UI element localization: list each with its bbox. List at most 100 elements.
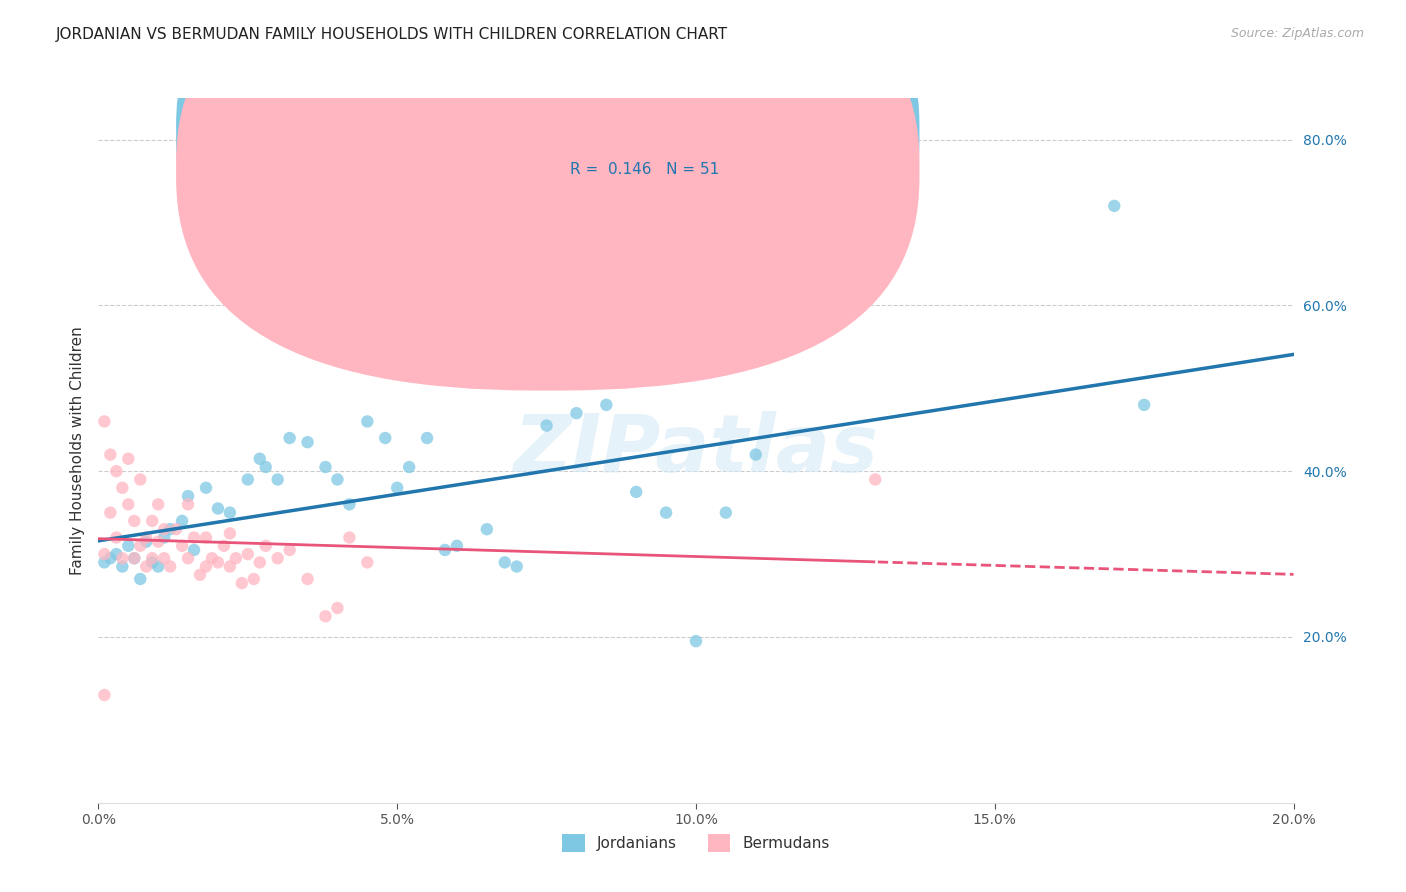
Point <box>494 555 516 569</box>
Point <box>195 559 218 574</box>
Point <box>207 501 229 516</box>
Point <box>165 522 187 536</box>
Point <box>177 551 200 566</box>
Point <box>506 559 529 574</box>
Point <box>374 431 396 445</box>
Point <box>297 435 319 450</box>
Point <box>398 460 420 475</box>
Point <box>267 473 290 487</box>
Point <box>124 514 146 528</box>
Point <box>141 551 163 566</box>
Point <box>153 531 176 545</box>
Point <box>148 534 170 549</box>
Point <box>135 534 157 549</box>
Point <box>172 514 194 528</box>
Point <box>93 414 115 428</box>
FancyBboxPatch shape <box>517 112 810 194</box>
Point <box>219 526 242 541</box>
Point <box>124 551 146 566</box>
Point <box>339 497 361 511</box>
Point <box>225 551 247 566</box>
Point <box>93 688 115 702</box>
Point <box>195 481 218 495</box>
Point <box>249 555 271 569</box>
Point <box>254 460 277 475</box>
Point <box>865 473 887 487</box>
Point <box>326 473 349 487</box>
Point <box>1104 199 1126 213</box>
Point <box>267 551 290 566</box>
Point <box>111 481 134 495</box>
Point <box>1133 398 1156 412</box>
Point <box>446 539 468 553</box>
Point <box>183 543 205 558</box>
Point <box>129 572 152 586</box>
Point <box>159 522 181 536</box>
Point <box>745 448 768 462</box>
Point <box>135 531 157 545</box>
Point <box>129 539 152 553</box>
Point <box>98 448 122 462</box>
Point <box>565 406 588 420</box>
Point <box>339 531 361 545</box>
Point <box>626 484 648 499</box>
Point <box>254 539 277 553</box>
Point <box>236 547 259 561</box>
Point <box>135 559 157 574</box>
Point <box>93 547 115 561</box>
Point <box>236 473 259 487</box>
Point <box>655 506 678 520</box>
Point <box>98 506 122 520</box>
Point <box>195 531 218 545</box>
Point <box>249 451 271 466</box>
Point <box>201 551 224 566</box>
Point <box>105 464 128 478</box>
Point <box>124 551 146 566</box>
Point <box>315 460 337 475</box>
Point <box>129 473 152 487</box>
Text: R =  0.146   N = 51: R = 0.146 N = 51 <box>571 161 720 177</box>
Point <box>416 431 439 445</box>
Point <box>188 567 211 582</box>
Y-axis label: Family Households with Children: Family Households with Children <box>69 326 84 574</box>
Point <box>434 543 457 558</box>
Point <box>148 559 170 574</box>
Point <box>177 489 200 503</box>
Point <box>356 555 378 569</box>
FancyBboxPatch shape <box>176 0 920 391</box>
Point <box>326 601 349 615</box>
Point <box>141 514 163 528</box>
Point <box>153 551 176 566</box>
Point <box>231 576 253 591</box>
Point <box>297 572 319 586</box>
Text: ZIPatlas: ZIPatlas <box>513 411 879 490</box>
Text: JORDANIAN VS BERMUDAN FAMILY HOUSEHOLDS WITH CHILDREN CORRELATION CHART: JORDANIAN VS BERMUDAN FAMILY HOUSEHOLDS … <box>56 27 728 42</box>
Point <box>475 522 498 536</box>
Point <box>105 547 128 561</box>
Point <box>183 531 205 545</box>
Point <box>117 539 139 553</box>
Text: Source: ZipAtlas.com: Source: ZipAtlas.com <box>1230 27 1364 40</box>
Point <box>243 572 266 586</box>
Point <box>278 431 301 445</box>
Point <box>714 506 737 520</box>
Point <box>172 539 194 553</box>
Point <box>105 531 128 545</box>
Point <box>117 451 139 466</box>
Point <box>111 559 134 574</box>
Point <box>536 418 558 433</box>
Point <box>98 551 122 566</box>
Point <box>177 497 200 511</box>
Point <box>278 543 301 558</box>
Legend: Jordanians, Bermudans: Jordanians, Bermudans <box>555 828 837 859</box>
Point <box>315 609 337 624</box>
Point <box>685 634 707 648</box>
Point <box>111 551 134 566</box>
Point <box>159 559 181 574</box>
Point <box>148 497 170 511</box>
Point <box>385 481 409 495</box>
Point <box>595 398 617 412</box>
Point <box>219 559 242 574</box>
Text: R =  0.668   N = 47: R = 0.668 N = 47 <box>571 125 720 140</box>
FancyBboxPatch shape <box>176 0 920 354</box>
